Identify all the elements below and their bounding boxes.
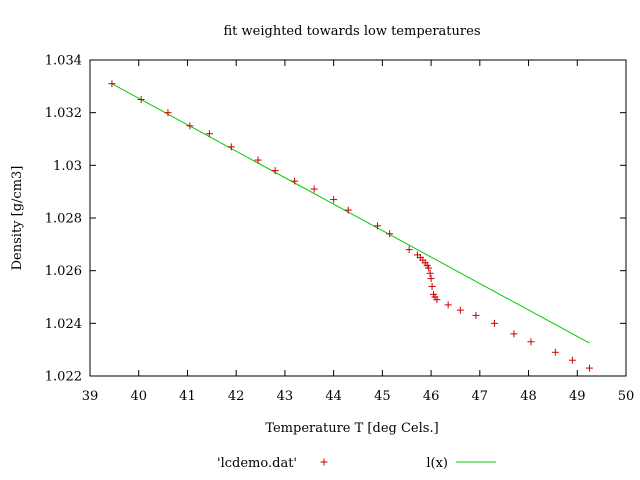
data-point xyxy=(490,319,498,327)
x-tick-label: 41 xyxy=(179,389,196,404)
x-axis-label: Temperature T [deg Cels.] xyxy=(265,421,438,436)
x-tick-label: 40 xyxy=(130,389,147,404)
legend-marker-plus xyxy=(320,458,328,466)
legend: 'lcdemo.dat' l(x) xyxy=(217,456,496,471)
data-point xyxy=(551,348,559,356)
data-point xyxy=(227,143,235,151)
x-tick-label: 46 xyxy=(423,389,440,404)
y-axis: 1.022 1.024 1.026 1.028 1.03 1.032 1.034 xyxy=(45,54,626,385)
data-point xyxy=(427,275,435,283)
x-tick-label: 49 xyxy=(569,389,586,404)
data-point xyxy=(291,177,299,185)
y-tick-label: 1.034 xyxy=(45,54,82,69)
x-tick-label: 45 xyxy=(374,389,391,404)
data-point xyxy=(568,356,576,364)
data-point xyxy=(456,306,464,314)
data-point xyxy=(428,282,436,290)
chart-title: fit weighted towards low temperatures xyxy=(224,24,481,39)
data-point xyxy=(472,311,480,319)
data-point xyxy=(330,196,338,204)
x-axis: 39 40 41 42 43 44 45 46 47 48 49 50 xyxy=(82,60,635,404)
x-tick-label: 48 xyxy=(520,389,537,404)
data-point xyxy=(164,109,172,117)
y-tick-label: 1.03 xyxy=(53,159,82,174)
data-point xyxy=(386,230,394,238)
data-point xyxy=(585,364,593,372)
x-tick-label: 47 xyxy=(472,389,489,404)
legend-label-data: 'lcdemo.dat' xyxy=(217,456,297,471)
data-point xyxy=(527,338,535,346)
fit-line xyxy=(111,83,590,344)
y-tick-label: 1.028 xyxy=(45,212,82,227)
data-point xyxy=(310,185,318,193)
data-point xyxy=(344,206,352,214)
data-point xyxy=(271,167,279,175)
fit-line-layer xyxy=(111,83,590,344)
data-points-layer xyxy=(108,80,593,372)
data-point xyxy=(426,269,434,277)
y-axis-label: Density [g/cm3] xyxy=(10,166,25,271)
data-point xyxy=(254,156,262,164)
data-point xyxy=(444,301,452,309)
data-point xyxy=(433,296,441,304)
x-tick-label: 39 xyxy=(82,389,99,404)
x-tick-label: 50 xyxy=(618,389,635,404)
data-point xyxy=(510,330,518,338)
plot-area xyxy=(89,59,627,377)
data-point xyxy=(205,130,213,138)
y-tick-label: 1.026 xyxy=(45,264,82,279)
data-point xyxy=(137,96,145,103)
data-point xyxy=(373,222,381,230)
y-tick-label: 1.032 xyxy=(45,106,82,121)
x-tick-label: 44 xyxy=(325,389,342,404)
data-point xyxy=(186,122,194,130)
data-point xyxy=(425,264,433,272)
data-point xyxy=(108,80,116,88)
data-point xyxy=(405,246,413,254)
legend-label-fit: l(x) xyxy=(426,456,448,471)
plot-frame xyxy=(89,59,627,377)
x-tick-label: 42 xyxy=(228,389,245,404)
y-tick-label: 1.024 xyxy=(45,317,82,332)
x-tick-label: 43 xyxy=(277,389,294,404)
y-tick-label: 1.022 xyxy=(45,370,82,385)
